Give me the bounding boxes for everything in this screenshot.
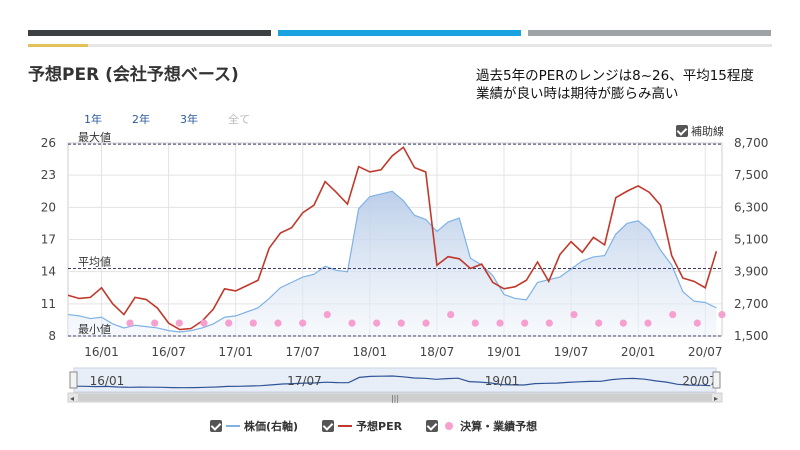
event-dot (471, 319, 479, 327)
event-dot (274, 319, 282, 327)
y-left-tick-label: 11 (41, 297, 56, 311)
checkbox-icon (322, 420, 335, 432)
section-tab-bar-1 (28, 30, 271, 36)
range-tab-2y[interactable]: 2年 (132, 113, 150, 126)
x-tick-label: 18/07 (420, 345, 455, 359)
navigator-tick-label: 16/01 (90, 374, 125, 388)
price-area (68, 191, 717, 336)
event-dot (595, 319, 603, 327)
event-dot (151, 319, 159, 327)
range-tab-all[interactable]: 全て (228, 113, 250, 126)
grip-icon: ||| (391, 394, 399, 403)
x-tick-label: 17/07 (285, 345, 320, 359)
legend-item-events[interactable]: 決算・業績予想 (426, 418, 537, 434)
section-underline (28, 44, 772, 47)
y-right-tick-label: 2,700 (734, 297, 768, 311)
annotation-line-1: 過去5年のPERのレンジは8~26、平均15程度 (476, 68, 754, 84)
y-left-tick-label: 23 (41, 168, 56, 182)
aux-lines-toggle[interactable]: 補助線 (676, 123, 724, 139)
aux-lines-label: 補助線 (691, 125, 724, 138)
navigator-line (73, 375, 711, 389)
event-dot (373, 319, 381, 327)
event-dot (669, 311, 677, 319)
range-tab-1y[interactable]: 1年 (84, 113, 102, 126)
scroll-left-icon[interactable]: ◂ (70, 394, 74, 403)
event-dot (496, 319, 504, 327)
navigator-frame (73, 367, 717, 393)
x-tick-label: 17/01 (218, 345, 253, 359)
x-tick-label: 18/01 (353, 345, 388, 359)
legend-item-price[interactable]: 株価(右軸) (210, 418, 298, 434)
event-dot (422, 319, 430, 327)
y-left-tick-label: 8 (48, 329, 56, 343)
event-dot (693, 319, 701, 327)
legend-label-price: 株価(右軸) (244, 420, 299, 433)
event-dot (200, 319, 208, 327)
range-tabs: 1年 2年 3年 全て (84, 111, 276, 127)
event-dot (644, 319, 652, 327)
navigator-tick-label: 19/01 (485, 374, 520, 388)
x-tick-label: 16/07 (151, 345, 186, 359)
y-left-tick-label: 20 (41, 200, 56, 214)
y-right-tick-label: 7,500 (734, 168, 768, 182)
reference-line-label: 平均値 (78, 255, 111, 268)
event-dot (718, 311, 726, 319)
reference-line-label: 最大値 (78, 130, 111, 144)
navigator-scrollbar-thumb (78, 394, 712, 401)
y-left-tick-label: 17 (41, 233, 56, 247)
annotation-line-2: 業績が良い時は期待が膨らみ高い (476, 86, 679, 102)
event-dot (397, 319, 405, 327)
navigator-handle-left[interactable] (69, 371, 78, 389)
range-tab-3y[interactable]: 3年 (180, 113, 198, 126)
checkbox-icon (210, 420, 222, 432)
scroll-right-icon[interactable]: ▸ (714, 394, 718, 403)
event-dot (447, 311, 455, 319)
y-left-tick-label: 14 (41, 265, 56, 279)
event-dot (225, 319, 233, 327)
x-tick-label: 19/01 (487, 345, 522, 359)
x-tick-label: 20/01 (621, 345, 656, 359)
section-tab-bar-2 (278, 30, 521, 36)
checkbox-icon (676, 125, 688, 137)
event-dot (619, 319, 627, 327)
x-tick-label: 20/07 (688, 345, 723, 359)
reference-line-label: 最小値 (78, 323, 111, 336)
annotation: 過去5年のPERのレンジは8~26、平均15程度 業績が良い時は期待が膨らみ高い (476, 67, 754, 103)
y-right-tick-label: 6,300 (734, 200, 768, 214)
event-dot (299, 319, 307, 327)
y-right-tick-label: 3,900 (734, 265, 768, 279)
x-tick-label: 16/01 (84, 345, 119, 359)
legend-label-per: 予想PER (356, 420, 403, 433)
section-tab-bar-3 (528, 30, 771, 36)
event-dot (545, 319, 553, 327)
navigator-tick-label: 20/07 (682, 374, 717, 388)
line-swatch-icon (226, 425, 240, 427)
line-swatch-icon (338, 425, 353, 427)
event-dot (570, 311, 578, 319)
legend: 株価(右軸) 予想PER 決算・業績予想 (210, 418, 537, 434)
legend-label-events: 決算・業績予想 (460, 420, 538, 433)
event-dot (249, 319, 257, 327)
event-dot (175, 319, 183, 327)
legend-item-per[interactable]: 予想PER (322, 418, 402, 434)
dot-icon (445, 422, 454, 430)
price-line (67, 190, 717, 333)
y-right-tick-label: 8,700 (734, 136, 768, 150)
checkbox-icon (426, 420, 439, 432)
y-left-tick-label: 26 (41, 136, 56, 150)
section-underline-accent (28, 44, 88, 47)
y-right-tick-label: 5,100 (734, 233, 768, 247)
event-dot (323, 311, 331, 319)
event-dot (348, 319, 356, 327)
per-line (67, 146, 718, 331)
x-tick-label: 19/07 (554, 345, 589, 359)
page-title: 予想PER (会社予想ベース) (28, 65, 239, 85)
y-right-tick-label: 1,500 (734, 329, 768, 343)
event-dot (126, 319, 134, 327)
event-dot (521, 319, 529, 327)
navigator-handle-right[interactable] (712, 371, 721, 389)
navigator-tick-label: 17/07 (287, 374, 322, 388)
